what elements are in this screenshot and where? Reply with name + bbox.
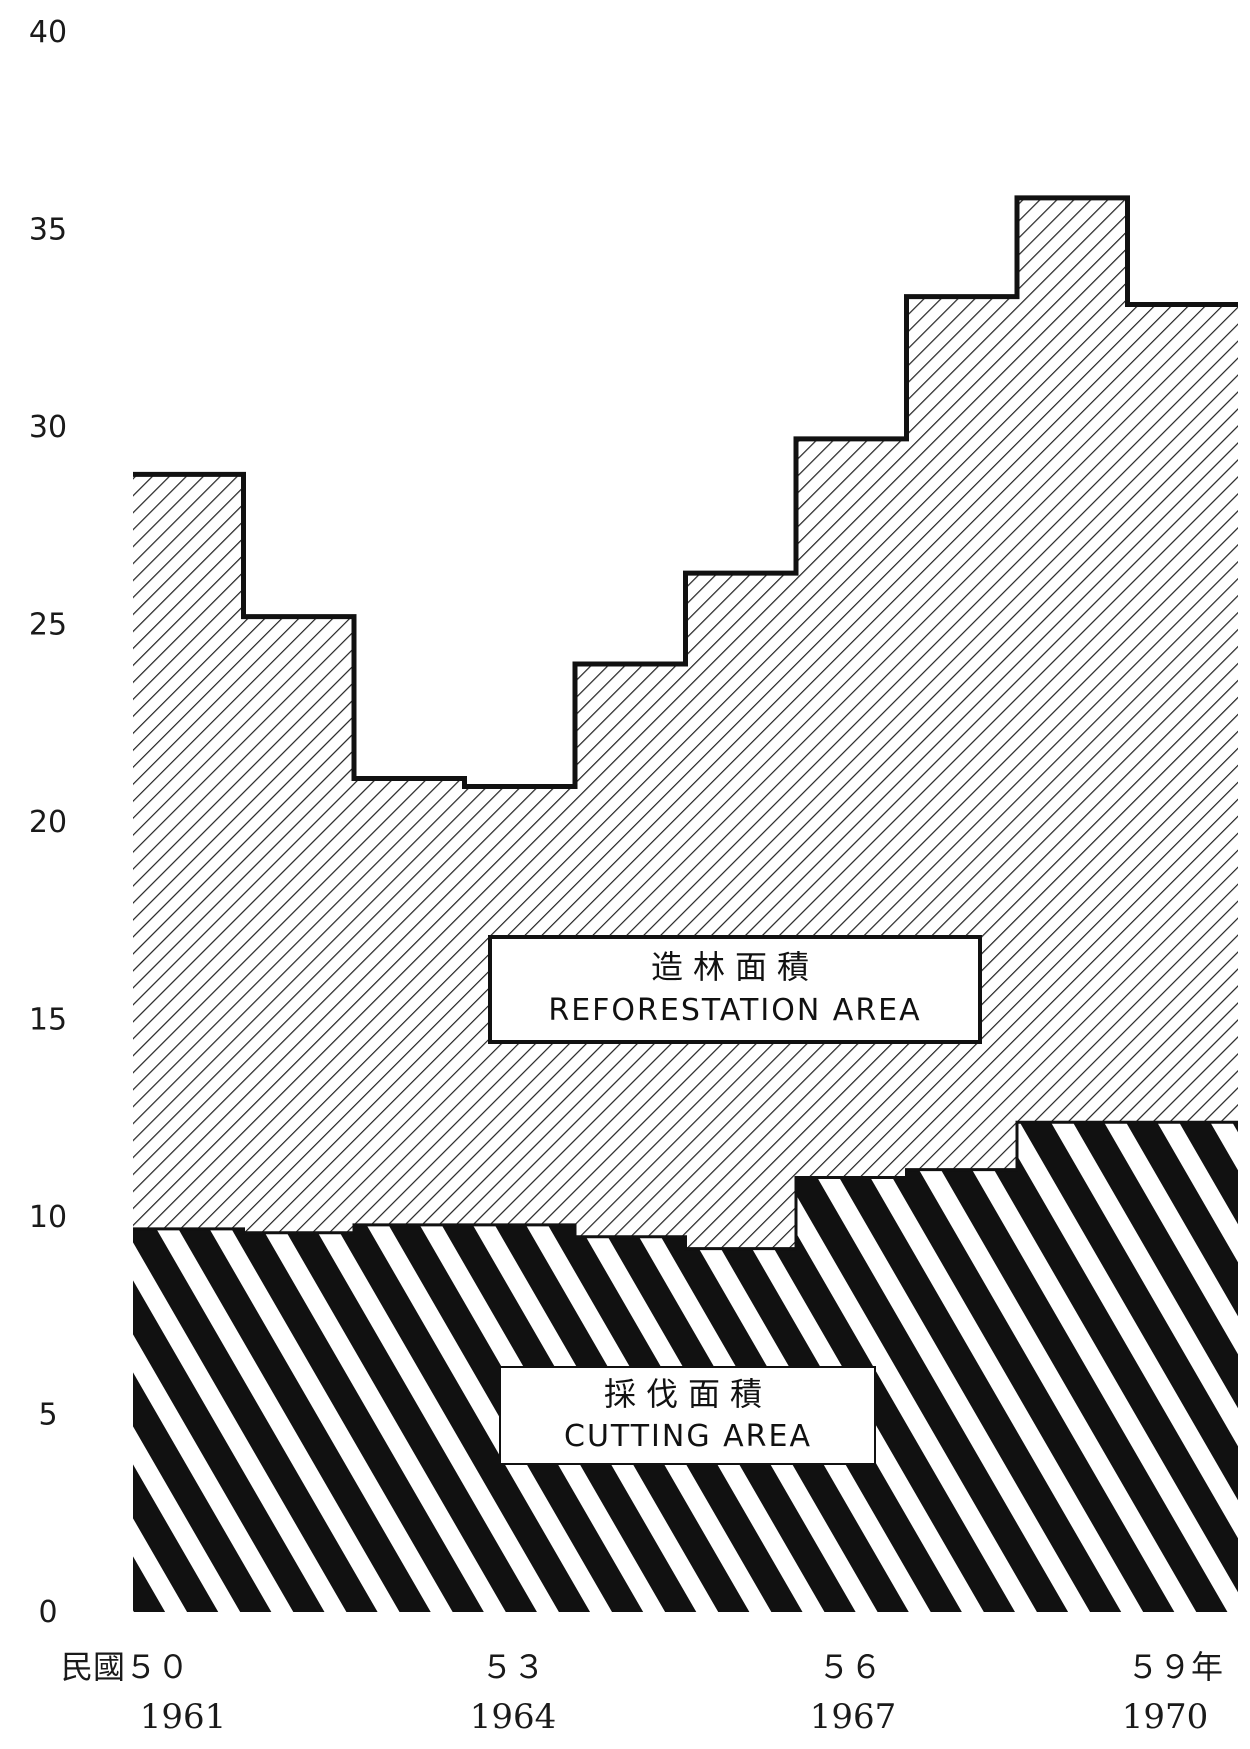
reforestation-outline: [133, 195, 1238, 789]
reforestation-label-box: 造林面積 REFORESTATION AREA: [488, 935, 982, 1044]
y-tick-label: 20: [29, 805, 67, 840]
x-axis: 民國５０ 1961 ５３ 1964 ５６ 1967 ５９年 1970: [61, 1648, 1223, 1737]
x-tick-year-label: 1967: [810, 1697, 897, 1737]
reforestation-label-en: REFORESTATION AREA: [548, 993, 921, 1028]
year-column-1963: [354, 779, 465, 1612]
y-tick-label: 35: [29, 213, 67, 248]
cutting-label-box: 採伐面積 CUTTING AREA: [499, 1366, 876, 1465]
x-tick-year-label: 1961: [140, 1697, 227, 1737]
x-tick-year-label: 1964: [470, 1697, 557, 1737]
year-column-1965: [575, 664, 686, 1612]
y-tick-label: 25: [29, 608, 67, 643]
y-tick-label: 5: [38, 1398, 57, 1433]
x-tick-roc-label: ５３: [481, 1648, 545, 1686]
year-column-1964: [465, 786, 576, 1612]
x-tick-year-label: 1970: [1122, 1697, 1209, 1737]
cutting-label-en: CUTTING AREA: [564, 1419, 812, 1454]
x-tick-roc-label: ５９年: [1127, 1648, 1223, 1686]
y-axis: 0 5 10 15 20 25 30 35 40: [29, 15, 67, 1630]
x-tick-roc-label: 民國５０: [61, 1648, 189, 1686]
reforestation-label-zh: 造林面積: [651, 948, 819, 986]
year-column-1962: [244, 617, 355, 1612]
series-labels: 造林面積 REFORESTATION AREA 採伐面積 CUTTING ARE…: [488, 935, 982, 1465]
year-column-1970: [1128, 305, 1239, 1612]
y-tick-label: 15: [29, 1003, 67, 1038]
cutting-label-zh: 採伐面積: [604, 1375, 772, 1413]
cutting-outline: [133, 1120, 1238, 1251]
y-tick-label: 30: [29, 410, 67, 445]
y-tick-label: 10: [29, 1200, 67, 1235]
x-tick-roc-label: ５６: [818, 1648, 882, 1686]
y-tick-label: 40: [29, 15, 67, 50]
year-column-1961: [133, 474, 244, 1612]
y-tick-label: 0: [38, 1595, 57, 1630]
year-column-1969: [1017, 198, 1128, 1612]
